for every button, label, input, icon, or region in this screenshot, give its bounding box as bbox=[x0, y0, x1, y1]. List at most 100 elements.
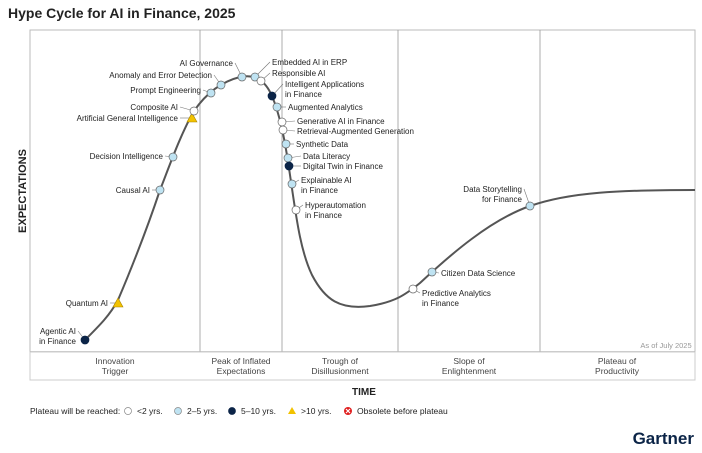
point-label: Retrieval-Augmented Generation bbox=[297, 127, 414, 136]
point-label: Artificial General Intelligence bbox=[77, 114, 179, 123]
legend-title: Plateau will be reached: bbox=[30, 406, 120, 416]
circle-marker-icon bbox=[281, 139, 291, 149]
technology-point: Responsible AI bbox=[256, 69, 325, 86]
point-label-line: Intelligent Applications bbox=[285, 80, 364, 89]
phase-label-line: Disillusionment bbox=[311, 366, 369, 376]
point-label-line: Responsible AI bbox=[272, 69, 325, 78]
triangle-marker-icon bbox=[112, 297, 124, 308]
circle-marker-icon bbox=[277, 117, 287, 127]
circle-marker-icon bbox=[287, 179, 297, 189]
phase-label-band bbox=[29, 351, 696, 381]
point-label: Data Storytelling for Finance bbox=[463, 185, 522, 204]
phase-label: Plateau of Productivity bbox=[595, 356, 640, 376]
technology-point: Synthetic Data bbox=[281, 139, 349, 149]
technology-point: Explainable AI in Finance bbox=[287, 176, 352, 195]
point-label-line: in Finance bbox=[422, 299, 459, 308]
circle-marker-icon bbox=[267, 91, 277, 101]
circle-marker-icon bbox=[216, 80, 226, 90]
circle-marker-icon bbox=[168, 152, 178, 162]
point-label: Augmented Analytics bbox=[288, 103, 363, 112]
point-label-line: Agentic AI bbox=[40, 327, 76, 336]
circle-marker-icon bbox=[80, 335, 90, 345]
technology-point: Augmented Analytics bbox=[272, 102, 363, 112]
as-of-label: As of July 2025 bbox=[640, 341, 691, 350]
point-label-line: for Finance bbox=[482, 195, 523, 204]
phase-label-line: Innovation bbox=[95, 356, 134, 366]
plot-area bbox=[29, 29, 696, 353]
point-label: Generative AI in Finance bbox=[297, 117, 385, 126]
circle-marker-icon bbox=[155, 185, 165, 195]
x-mark-icon bbox=[345, 408, 351, 414]
technology-point: Causal AI bbox=[116, 185, 165, 195]
point-label-line: Retrieval-Augmented Generation bbox=[297, 127, 414, 136]
technology-point: Quantum AI bbox=[66, 297, 124, 308]
circle-marker-icon bbox=[408, 284, 418, 294]
legend-label: Obsolete before plateau bbox=[357, 406, 448, 416]
circle-marker-icon bbox=[427, 267, 437, 277]
circle-marker-icon bbox=[291, 205, 301, 215]
legend-label: <2 yrs. bbox=[137, 406, 163, 416]
phase-label: Innovation Trigger bbox=[95, 356, 134, 376]
phase-label-line: Productivity bbox=[595, 366, 640, 376]
circle-marker-icon bbox=[250, 72, 260, 82]
technology-point: Data Literacy bbox=[283, 152, 350, 163]
point-label: Digital Twin in Finance bbox=[303, 162, 383, 171]
phase-label: Peak of Inflated Expectations bbox=[211, 356, 270, 376]
technology-point: Agentic AI in Finance bbox=[39, 327, 90, 346]
point-label-line: Composite AI bbox=[130, 103, 178, 112]
legend-label: 2–5 yrs. bbox=[187, 406, 217, 416]
legend-label: 5–10 yrs. bbox=[241, 406, 276, 416]
point-label: Prompt Engineering bbox=[130, 86, 201, 95]
point-label: Quantum AI bbox=[66, 299, 108, 308]
technology-point: Prompt Engineering bbox=[130, 86, 216, 98]
legend-circle-icon bbox=[124, 407, 132, 415]
legend-label: >10 yrs. bbox=[301, 406, 331, 416]
point-label-line: Generative AI in Finance bbox=[297, 117, 385, 126]
phase-dividers bbox=[199, 30, 541, 380]
phase-labels: Innovation Trigger Peak of Inflated Expecta… bbox=[95, 356, 639, 376]
technology-point: Intelligent Applications in Finance bbox=[267, 80, 364, 101]
circle-marker-icon bbox=[272, 102, 282, 112]
point-label-line: Synthetic Data bbox=[296, 140, 349, 149]
phase-label-line: Plateau of bbox=[598, 356, 637, 366]
legend-circle-icon bbox=[174, 407, 182, 415]
legend: Plateau will be reached: <2 yrs. 2–5 yrs. 5… bbox=[30, 406, 448, 416]
circle-marker-icon bbox=[256, 76, 266, 86]
point-label: Decision Intelligence bbox=[90, 152, 164, 161]
point-label-line: Digital Twin in Finance bbox=[303, 162, 383, 171]
circle-marker-icon bbox=[189, 106, 199, 116]
technology-point: Artificial General Intelligence bbox=[77, 112, 198, 123]
technology-point: Embedded AI in ERP bbox=[250, 58, 347, 82]
point-label-line: Augmented Analytics bbox=[288, 103, 363, 112]
point-label-line: Data Storytelling bbox=[463, 185, 522, 194]
technology-point: Hyperautomation in Finance bbox=[291, 201, 366, 220]
point-label: Data Literacy bbox=[303, 152, 350, 161]
point-label-line: Decision Intelligence bbox=[90, 152, 164, 161]
point-label: Predictive Analytics in Finance bbox=[422, 289, 491, 308]
point-label-line: in Finance bbox=[305, 211, 342, 220]
point-label-line: Causal AI bbox=[116, 186, 150, 195]
point-label-line: in Finance bbox=[39, 337, 76, 346]
circle-marker-icon bbox=[284, 161, 294, 171]
point-label-line: Hyperautomation bbox=[305, 201, 366, 210]
phase-label-line: Peak of Inflated bbox=[211, 356, 270, 366]
phase-label-line: Expectations bbox=[217, 366, 266, 376]
technology-point: Composite AI bbox=[130, 103, 199, 116]
circle-marker-icon bbox=[278, 125, 288, 135]
point-label: Anomaly and Error Detection bbox=[109, 71, 212, 80]
point-label: Causal AI bbox=[116, 186, 150, 195]
technology-point: Retrieval-Augmented Generation bbox=[278, 125, 414, 136]
chart-title: Hype Cycle for AI in Finance, 2025 bbox=[8, 5, 236, 21]
point-label-line: in Finance bbox=[301, 186, 338, 195]
phase-label-line: Trough of bbox=[322, 356, 359, 366]
point-label-line: Prompt Engineering bbox=[130, 86, 201, 95]
point-label-line: AI Governance bbox=[180, 59, 234, 68]
phase-label: Trough of Disillusionment bbox=[311, 356, 369, 376]
technology-point: Anomaly and Error Detection bbox=[109, 71, 226, 90]
point-label-line: Quantum AI bbox=[66, 299, 108, 308]
point-label: Synthetic Data bbox=[296, 140, 349, 149]
point-label-line: Predictive Analytics bbox=[422, 289, 491, 298]
triangle-marker-icon bbox=[186, 112, 198, 123]
